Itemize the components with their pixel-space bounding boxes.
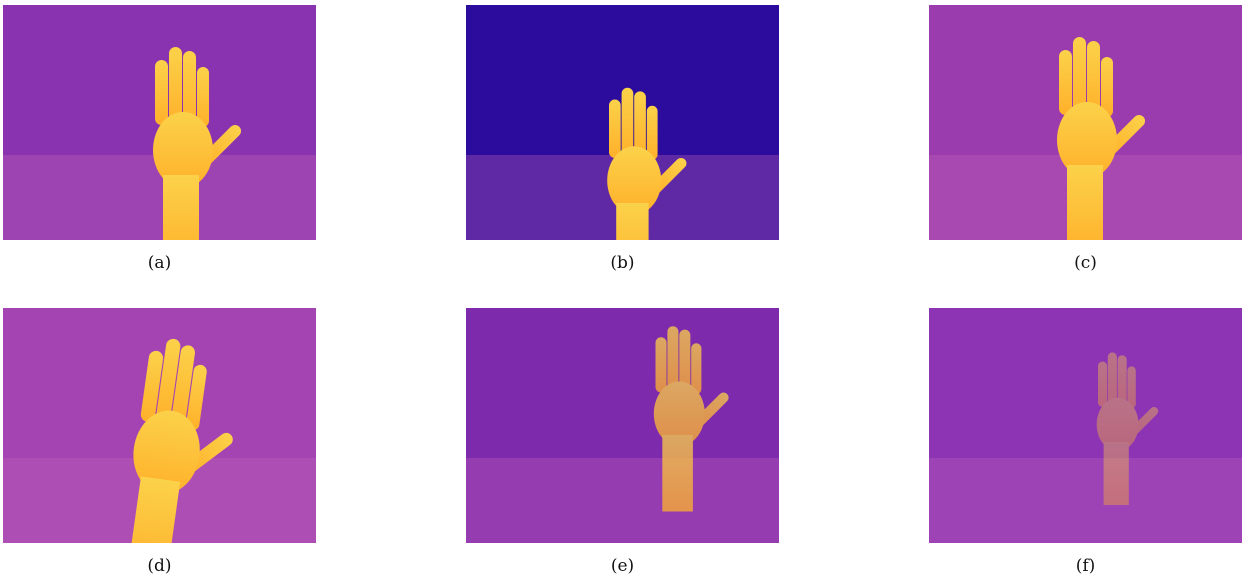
panel: (d) <box>3 308 316 576</box>
caption: (f) <box>929 556 1242 576</box>
image-shade <box>466 458 779 543</box>
caption: (c) <box>929 253 1242 273</box>
image-shade <box>929 458 1242 543</box>
panel: (c) <box>929 5 1242 273</box>
thermal-image <box>929 5 1242 240</box>
thermal-image <box>929 308 1242 543</box>
panel: (e) <box>466 308 779 576</box>
panel: (a) <box>3 5 316 273</box>
figure: (a) (b) (c) (d) (e) (f) <box>0 0 1248 581</box>
caption: (e) <box>466 556 779 576</box>
thermal-image <box>466 308 779 543</box>
caption: (b) <box>466 253 779 273</box>
panel: (f) <box>929 308 1242 576</box>
thermal-image <box>3 5 316 240</box>
thermal-image <box>3 308 316 543</box>
panel: (b) <box>466 5 779 273</box>
thermal-image <box>466 5 779 240</box>
caption: (d) <box>3 556 316 576</box>
caption: (a) <box>3 253 316 273</box>
